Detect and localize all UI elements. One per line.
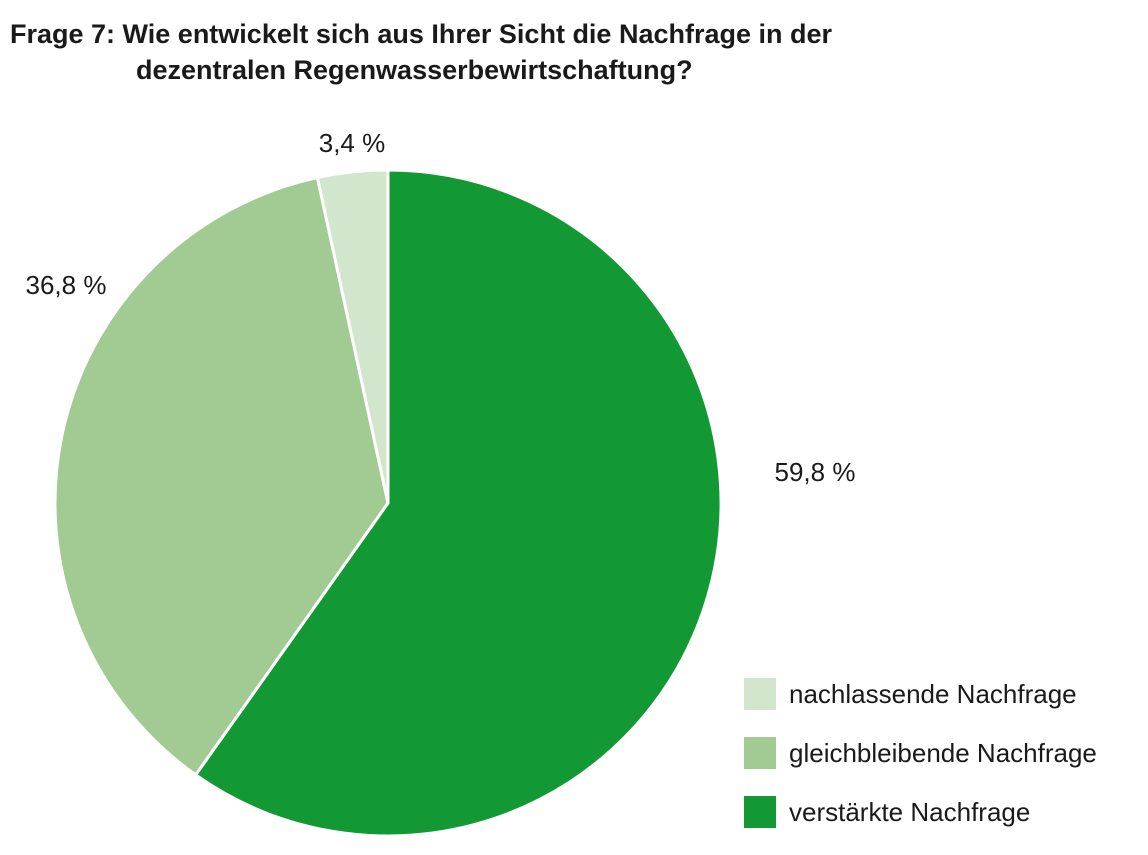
legend-swatch-gleichbleibend — [744, 737, 776, 769]
legend-swatch-verstaerkt — [744, 796, 776, 828]
chart-title-line2: dezentralen Regenwasserbewirtschaftung? — [136, 55, 693, 85]
data-label-nachlassend: 3,4 % — [319, 128, 386, 158]
legend-swatch-nachlassend — [744, 678, 776, 710]
data-label-gleichbleibend: 36,8 % — [26, 270, 107, 300]
data-label-verstaerkt: 59,8 % — [775, 457, 856, 487]
pie-slice-nachlassend — [315, 168, 390, 505]
legend-label-verstaerkt: verstärkte Nachfrage — [789, 796, 1031, 827]
legend-item-verstaerkt: verstärkte Nachfrage — [744, 796, 1097, 828]
legend-label-gleichbleibend: gleichbleibende Nachfrage — [789, 737, 1097, 768]
legend-item-nachlassend: nachlassende Nachfrage — [744, 678, 1097, 710]
chart-title-line1: Frage 7: Wie entwickelt sich aus Ihrer S… — [10, 19, 833, 49]
chart-title: Frage 7: Wie entwickelt sich aus Ihrer S… — [10, 16, 832, 88]
pie-slice-verstaerkt — [194, 168, 723, 838]
pie-slice-gleichbleibend — [53, 176, 390, 777]
legend-label-nachlassend: nachlassende Nachfrage — [789, 678, 1077, 709]
legend-item-gleichbleibend: gleichbleibende Nachfrage — [744, 737, 1097, 769]
legend: nachlassende Nachfrage gleichbleibende N… — [744, 678, 1097, 855]
